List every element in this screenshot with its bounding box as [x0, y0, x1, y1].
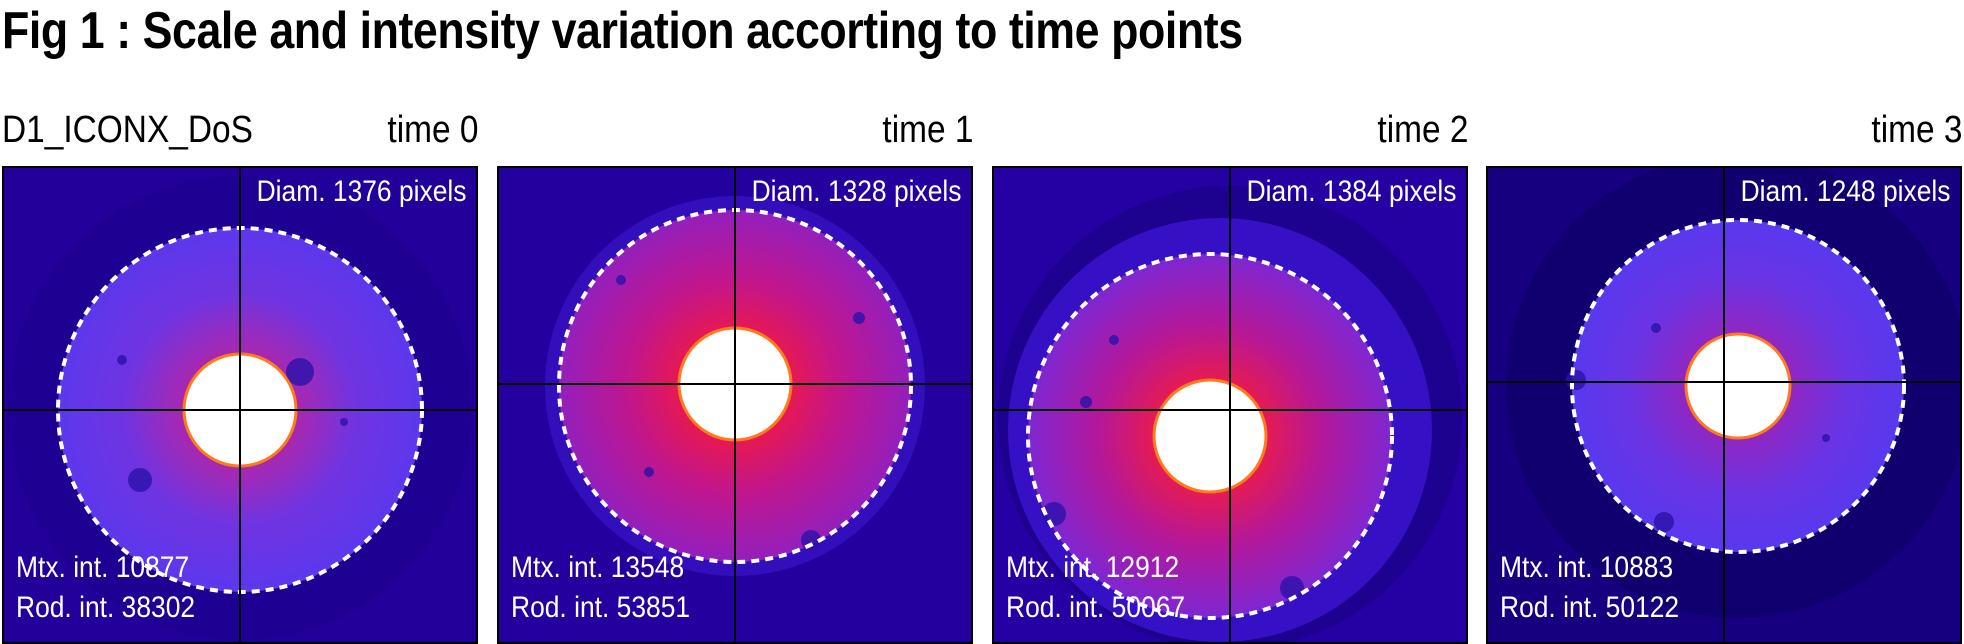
matrix-intensity-label: Mtx. int. 10883	[1500, 551, 1674, 584]
pore	[1280, 576, 1304, 600]
diameter-label: Diam. 1248 pixels	[1740, 175, 1950, 208]
heatmap-svg	[4, 168, 476, 642]
pore	[616, 275, 626, 285]
rod-intensity-label: Rod. int. 50067	[1006, 591, 1186, 624]
pore	[1566, 370, 1586, 390]
heatmap-image: Diam. 1384 pixels Mtx. int. 12912 Rod. i…	[992, 166, 1468, 644]
heatmap-image: Diam. 1328 pixels Mtx. int. 13548 Rod. i…	[497, 166, 973, 644]
diameter-label: Diam. 1384 pixels	[1246, 175, 1456, 208]
pore	[340, 418, 348, 426]
heatmap-image: Diam. 1248 pixels Mtx. int. 10883 Rod. i…	[1486, 166, 1962, 644]
matrix-intensity-label: Mtx. int. 13548	[511, 551, 685, 584]
sample-id-label: D1_ICONX_DoS	[2, 109, 253, 151]
pore	[1651, 323, 1661, 333]
time-label: time 1	[881, 109, 973, 151]
time-label: time 3	[1870, 109, 1962, 151]
diameter-label: Diam. 1328 pixels	[751, 175, 961, 208]
pore	[117, 355, 127, 365]
heatmap-svg	[994, 168, 1466, 642]
dashed-outline	[1570, 218, 1906, 554]
diameter-label: Diam. 1376 pixels	[256, 175, 466, 208]
dashed-outline	[1026, 252, 1394, 620]
heatmap-svg	[499, 168, 971, 642]
pore	[644, 467, 654, 477]
rod-intensity-label: Rod. int. 38302	[16, 591, 196, 624]
pore	[286, 358, 314, 386]
rod-intensity-label: Rod. int. 53851	[511, 591, 691, 624]
pore	[1822, 434, 1830, 442]
pore	[1042, 502, 1066, 526]
matrix-intensity-label: Mtx. int. 10877	[16, 551, 190, 584]
heatmap-image: Diam. 1376 pixels Mtx. int. 10877 Rod. i…	[2, 166, 478, 644]
pore	[1654, 512, 1674, 532]
pore	[853, 312, 865, 324]
pore	[1109, 335, 1119, 345]
time-label: time 0	[386, 109, 478, 151]
figure-title: Fig 1 : Scale and intensity variation ac…	[2, 2, 1243, 60]
pore	[128, 468, 152, 492]
matrix-intensity-label: Mtx. int. 12912	[1006, 551, 1180, 584]
pore	[1080, 396, 1092, 408]
rod-intensity-label: Rod. int. 50122	[1500, 591, 1680, 624]
time-label: time 2	[1376, 109, 1468, 151]
heatmap-svg	[1488, 168, 1960, 642]
rod-spot	[1152, 378, 1268, 494]
rod-spot	[1684, 332, 1792, 440]
